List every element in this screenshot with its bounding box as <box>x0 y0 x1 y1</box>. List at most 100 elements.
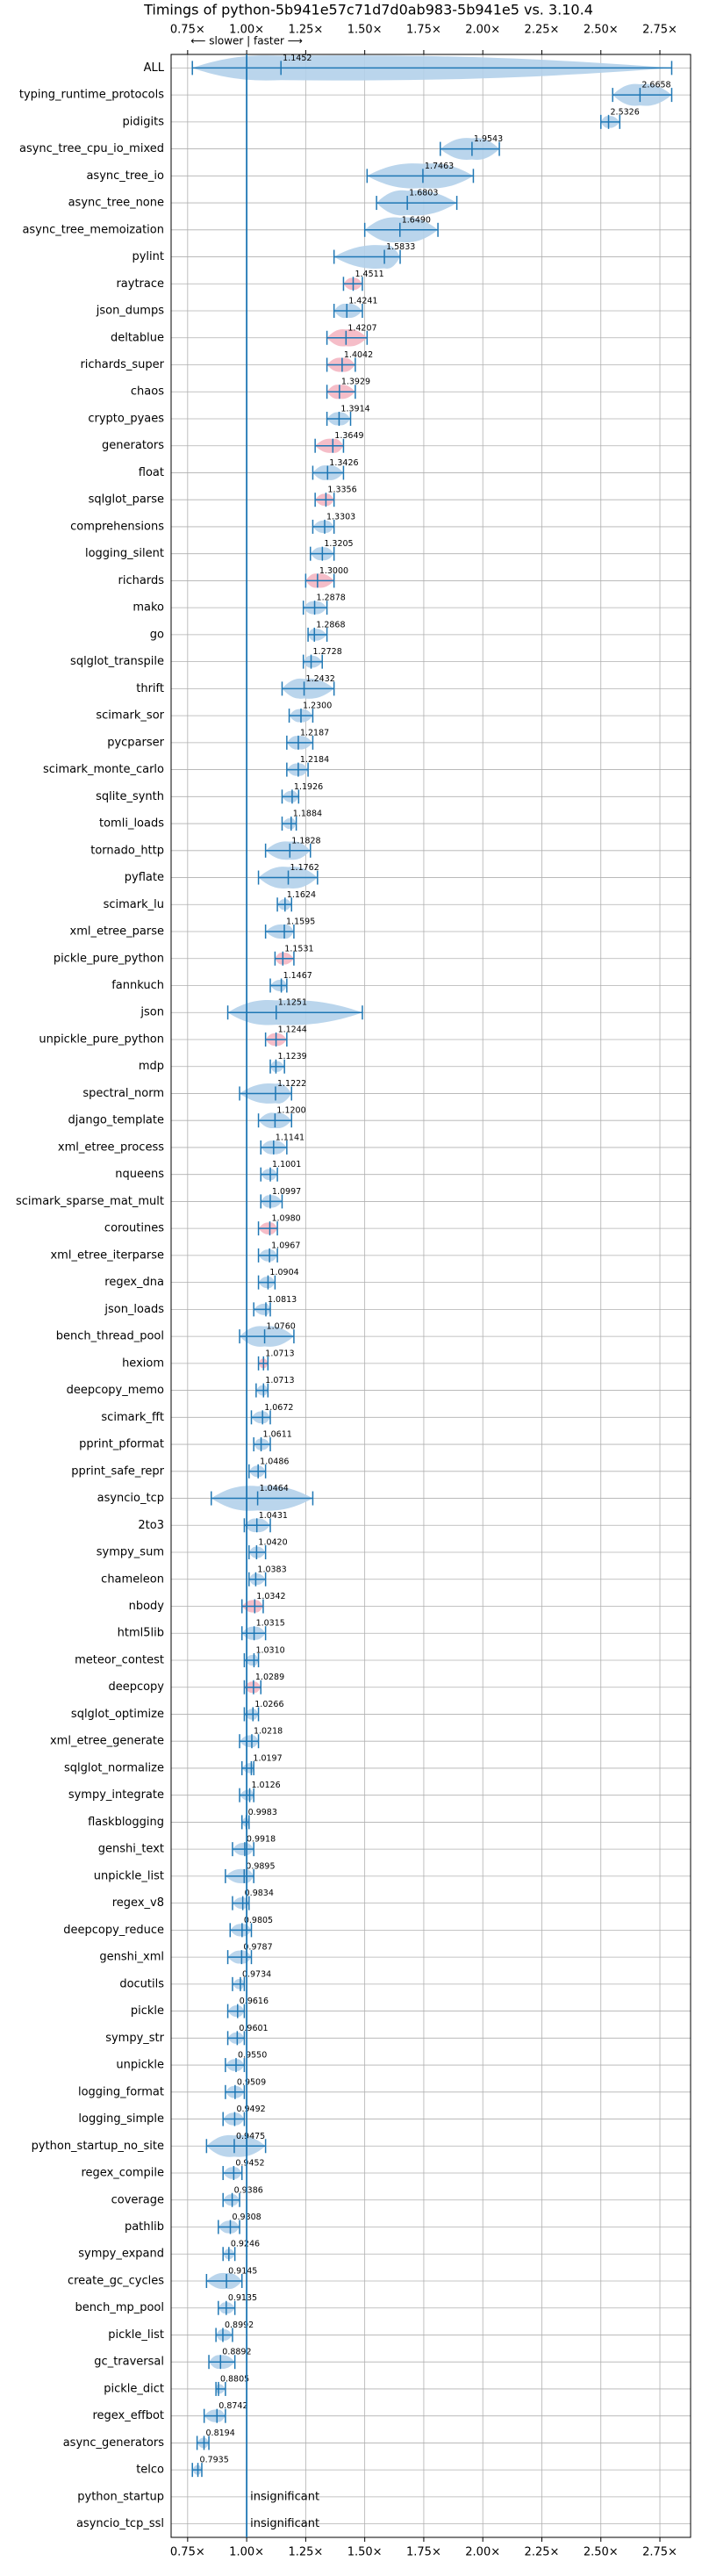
row-label: typing_runtime_protocols <box>19 89 164 102</box>
value-label: 2.5326 <box>611 107 640 117</box>
row-label: pickle_pure_python <box>54 952 164 965</box>
row-label: richards <box>118 574 165 587</box>
value-label: 0.9452 <box>235 2159 264 2169</box>
value-label: 1.3914 <box>340 404 369 414</box>
x-tick-label: 0.75× <box>170 2546 205 2559</box>
value-label: 1.0431 <box>259 1511 288 1521</box>
value-label: 1.6490 <box>402 215 431 225</box>
row-label: python_startup_no_site <box>32 2140 164 2153</box>
value-label: 1.3205 <box>324 539 353 549</box>
x-tick-label-top: 2.75× <box>642 24 677 37</box>
row-label: genshi_xml <box>99 1951 164 1964</box>
value-label: 1.5833 <box>386 242 415 252</box>
value-label: 1.2728 <box>313 647 342 657</box>
value-label: 1.0420 <box>258 1538 287 1548</box>
value-label: 1.0486 <box>260 1457 289 1466</box>
value-label: 1.0813 <box>268 1295 297 1305</box>
row-label: bench_thread_pool <box>56 1330 164 1343</box>
value-label: 1.0611 <box>263 1430 292 1440</box>
row-label: sqlglot_parse <box>89 493 164 507</box>
row-label: pidigits <box>123 115 165 128</box>
value-label: 0.9983 <box>248 1808 277 1817</box>
value-label: 1.0266 <box>254 1700 283 1709</box>
annotation: ⟵ slower | faster ⟶ <box>190 35 303 47</box>
row-label: hexiom <box>122 1356 164 1370</box>
row-label: float <box>139 466 164 479</box>
value-label: 1.2878 <box>317 594 346 603</box>
value-label: 1.0967 <box>271 1241 300 1250</box>
x-tick-label-top: 1.75× <box>406 24 441 37</box>
value-label: 1.2187 <box>300 728 329 738</box>
value-label: 1.1251 <box>278 998 307 1008</box>
row-label: deltablue <box>111 331 164 344</box>
row-label: mako <box>133 601 164 615</box>
x-tick-label: 1.00× <box>229 2546 264 2559</box>
row-label: scimark_lu <box>104 898 164 911</box>
value-label: 2.6658 <box>641 81 670 90</box>
row-label: deepcopy_reduce <box>63 1924 164 1937</box>
value-label: 1.4207 <box>347 323 376 333</box>
row-label: pprint_pformat <box>79 1438 164 1451</box>
value-label: 1.3929 <box>341 378 370 387</box>
row-label: sympy_str <box>105 2032 164 2045</box>
x-tick-label-top: 2.25× <box>525 24 560 37</box>
row-label: json_loads <box>104 1303 164 1316</box>
value-label: 1.1222 <box>277 1079 306 1089</box>
row-label: xml_etree_generate <box>50 1735 164 1748</box>
row-label: bench_mp_pool <box>75 2301 164 2314</box>
chart-title: Timings of python-5b941e57c71d7d0ab983-5… <box>143 2 593 18</box>
row-label: tornado_http <box>90 844 164 857</box>
row-label: chameleon <box>101 1572 164 1586</box>
row-label: scimark_sparse_mat_mult <box>16 1195 164 1208</box>
row-label: pathlib <box>125 2220 164 2234</box>
row-label: pycparser <box>107 736 164 749</box>
row-label: async_tree_cpu_io_mixed <box>19 142 164 155</box>
value-label: 1.3356 <box>327 486 356 495</box>
value-label: 1.1926 <box>294 782 323 792</box>
row-label: nbody <box>129 1600 165 1613</box>
value-label: 1.0197 <box>253 1753 282 1763</box>
value-label: 1.0980 <box>271 1214 300 1224</box>
value-label: 0.9787 <box>243 1943 272 1953</box>
value-label: 0.9834 <box>245 1889 274 1898</box>
value-label: 0.9918 <box>247 1835 276 1845</box>
row-label: telco <box>136 2464 164 2477</box>
row-label: unpickle_list <box>94 1869 164 1882</box>
row-label: asyncio_tcp_ssl <box>76 2517 164 2530</box>
row-label: go <box>150 628 164 641</box>
x-tick-label-top: 1.25× <box>288 24 323 37</box>
row-label: logging_silent <box>85 547 164 560</box>
row-label: sqlite_synth <box>96 790 164 803</box>
value-label: 1.0289 <box>255 1673 284 1682</box>
value-label: 0.9386 <box>234 2185 263 2195</box>
row-label: flaskblogging <box>88 1816 164 1829</box>
value-label: 1.1200 <box>276 1106 305 1116</box>
row-label: xml_etree_iterparse <box>50 1248 164 1262</box>
row-label: thrift <box>136 682 164 695</box>
row-label: async_tree_io <box>86 169 164 183</box>
value-label: 0.9145 <box>228 2266 257 2276</box>
value-label: 1.0310 <box>255 1645 284 1655</box>
row-label: pprint_safe_repr <box>71 1464 164 1478</box>
value-label: 1.1452 <box>283 54 312 63</box>
value-label: 1.4042 <box>344 350 373 360</box>
row-label: create_gc_cycles <box>68 2274 164 2287</box>
row-label: docutils <box>119 1977 164 1990</box>
value-label: 1.0383 <box>257 1565 286 1574</box>
value-label: 0.8805 <box>220 2374 249 2384</box>
row-label: pickle_dict <box>104 2382 164 2395</box>
value-label: 1.3303 <box>326 512 355 522</box>
value-label: insignificant <box>250 2490 319 2503</box>
row-label: gc_traversal <box>94 2356 164 2369</box>
row-label: richards_super <box>80 358 164 371</box>
value-label: 1.2184 <box>300 755 329 765</box>
value-label: 0.9509 <box>237 2077 266 2087</box>
row-label: tomli_loads <box>99 817 164 831</box>
value-label: 1.1531 <box>284 944 313 953</box>
row-label: coroutines <box>104 1222 164 1235</box>
value-label: 0.8992 <box>225 2321 254 2330</box>
row-label: unpickle <box>116 2059 164 2072</box>
value-label: 1.0464 <box>260 1484 289 1493</box>
value-label: 1.1244 <box>278 1025 307 1034</box>
row-label: scimark_fft <box>101 1411 164 1424</box>
